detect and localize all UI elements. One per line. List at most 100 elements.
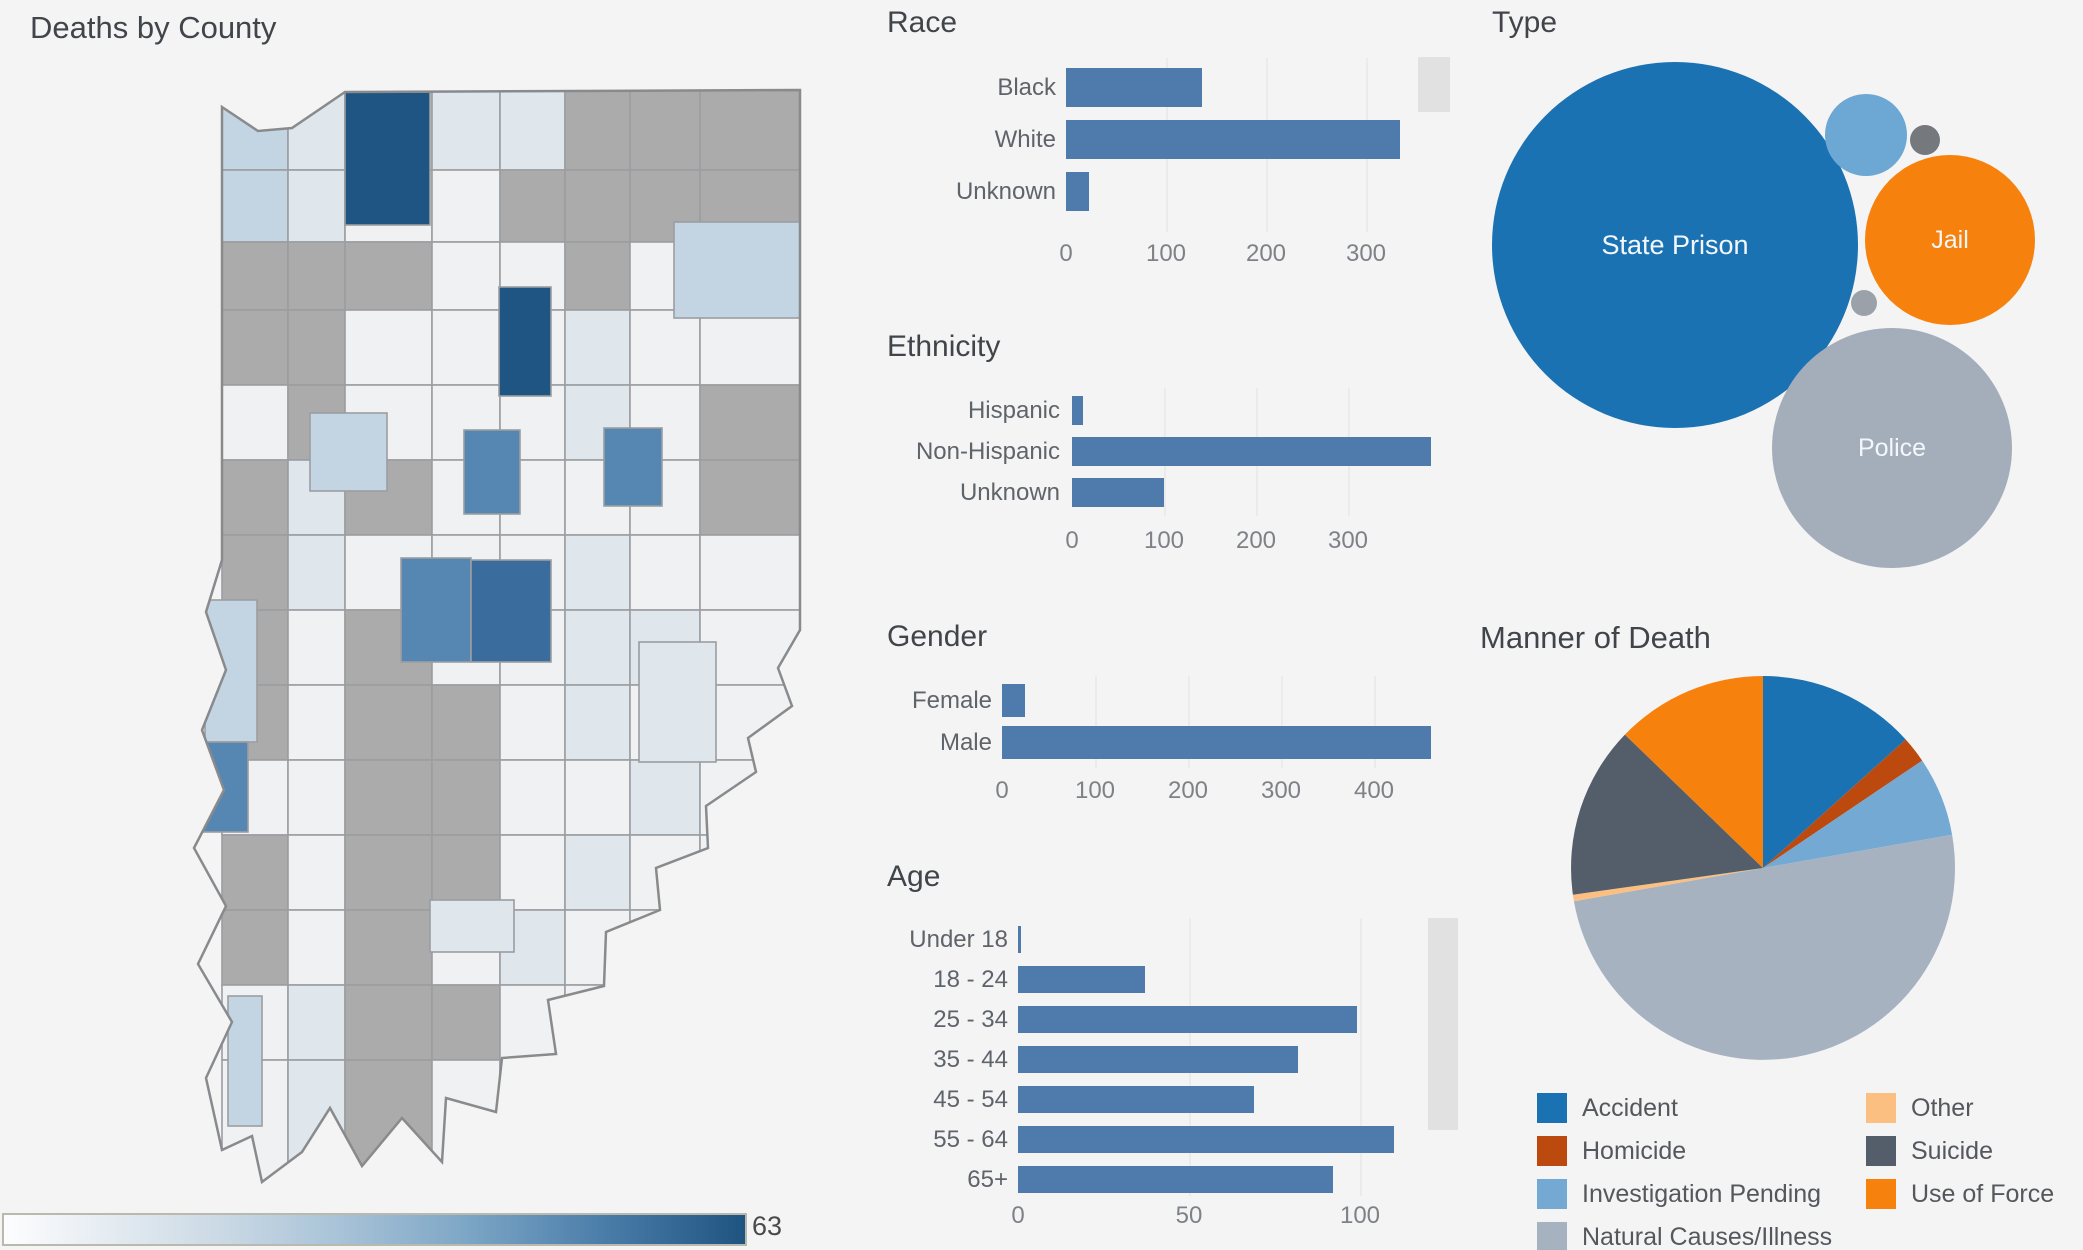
race-bar-unknown[interactable] — [1066, 172, 1089, 211]
race-bar-white[interactable] — [1066, 120, 1400, 159]
pie-slice-homicide[interactable] — [1763, 739, 1923, 869]
type-bubble[interactable] — [1825, 94, 1907, 176]
county-cell[interactable] — [564, 90, 631, 171]
county-cell[interactable] — [344, 684, 433, 761]
county-cell[interactable] — [221, 909, 289, 986]
county-cell[interactable] — [603, 427, 663, 507]
age-bar-55-64[interactable] — [1018, 1126, 1394, 1153]
county-cell[interactable] — [431, 90, 501, 171]
county-cell[interactable] — [344, 309, 433, 386]
county-cell[interactable] — [564, 759, 631, 836]
county-cell[interactable] — [673, 221, 800, 319]
county-cell[interactable] — [344, 834, 433, 911]
county-cell[interactable] — [564, 309, 631, 386]
county-cell[interactable] — [629, 909, 701, 986]
type-bubble-jail[interactable]: Jail — [1865, 155, 2035, 325]
county-cell[interactable] — [629, 534, 701, 611]
county-cell[interactable] — [499, 759, 566, 836]
age-bar-25-34[interactable] — [1018, 1006, 1357, 1033]
legend-item-other[interactable]: Other — [1866, 1093, 1974, 1123]
county-cell[interactable] — [400, 557, 472, 663]
county-cell[interactable] — [221, 534, 289, 611]
county-cell[interactable] — [344, 759, 433, 836]
county-cell[interactable] — [287, 241, 346, 311]
county-cell[interactable] — [629, 834, 701, 911]
county-cell[interactable] — [429, 899, 515, 953]
age-bar-65-[interactable] — [1018, 1166, 1333, 1193]
race-scrollbar[interactable] — [1418, 57, 1450, 112]
county-cell[interactable] — [564, 834, 631, 911]
county-cell[interactable] — [431, 684, 501, 761]
county-cell[interactable] — [499, 834, 566, 911]
race-bar-black[interactable] — [1066, 68, 1202, 107]
county-cell[interactable] — [499, 169, 566, 243]
county-cell[interactable] — [498, 286, 552, 397]
county-cell[interactable] — [287, 984, 346, 1061]
pie-slice-suicide[interactable] — [1571, 734, 1763, 895]
age-bar-35-44[interactable] — [1018, 1046, 1298, 1073]
age-bar-45-54[interactable] — [1018, 1086, 1254, 1113]
county-cell[interactable] — [344, 909, 433, 986]
county-cell[interactable] — [699, 834, 800, 911]
age-bar-18-24[interactable] — [1018, 966, 1145, 993]
county-cell[interactable] — [431, 984, 501, 1061]
county-cell[interactable] — [287, 909, 346, 986]
type-bubble-police[interactable]: Police — [1772, 328, 2012, 568]
county-cell[interactable] — [431, 241, 501, 311]
type-bubble-state-prison[interactable]: State Prison — [1492, 62, 1858, 428]
county-cell[interactable] — [629, 90, 701, 171]
ethnicity-bar-non-hispanic[interactable] — [1072, 437, 1431, 466]
gender-bar-male[interactable] — [1002, 726, 1431, 759]
county-cell[interactable] — [629, 984, 701, 1061]
pie-slice-use-of-force[interactable] — [1624, 676, 1763, 868]
county-cell[interactable] — [699, 459, 800, 536]
map-color-legend[interactable] — [2, 1213, 747, 1246]
county-cell[interactable] — [221, 309, 289, 386]
ethnicity-bar-unknown[interactable] — [1072, 478, 1164, 507]
county-cell[interactable] — [564, 984, 631, 1061]
county-cell[interactable] — [287, 609, 346, 686]
county-cell[interactable] — [287, 834, 346, 911]
county-cell[interactable] — [564, 534, 631, 611]
county-cell[interactable] — [309, 412, 388, 492]
county-cell[interactable] — [431, 759, 501, 836]
county-cell[interactable] — [287, 534, 346, 611]
county-cell[interactable] — [287, 684, 346, 761]
county-cell[interactable] — [287, 309, 346, 386]
county-cell[interactable] — [221, 241, 289, 311]
county-cell[interactable] — [699, 759, 800, 836]
county-cell[interactable] — [564, 241, 631, 311]
county-cell[interactable] — [287, 169, 346, 243]
county-cell[interactable] — [629, 1059, 701, 1188]
pie-slice-investigation-pending[interactable] — [1763, 760, 1953, 868]
county-cell[interactable] — [287, 90, 346, 171]
county-cell[interactable] — [431, 1059, 501, 1188]
county-cell[interactable] — [431, 834, 501, 911]
county-cell[interactable] — [629, 759, 701, 836]
county-cell[interactable] — [227, 995, 263, 1127]
county-cell[interactable] — [431, 169, 501, 243]
county-cell[interactable] — [499, 90, 566, 171]
county-cell[interactable] — [221, 834, 289, 911]
county-cell[interactable] — [344, 91, 431, 226]
age-scrollbar[interactable] — [1428, 918, 1458, 1130]
county-cell[interactable] — [564, 169, 631, 243]
ethnicity-bar-hispanic[interactable] — [1072, 396, 1083, 425]
county-cell[interactable] — [344, 241, 433, 311]
county-cell[interactable] — [221, 169, 289, 243]
type-bubble[interactable] — [1910, 125, 1940, 155]
county-cell[interactable] — [499, 1059, 566, 1188]
county-cell[interactable] — [221, 384, 289, 461]
pie-slice-natural-causes-illness[interactable] — [1573, 834, 1955, 1060]
county-cell[interactable] — [638, 641, 717, 763]
type-bubble[interactable] — [1851, 290, 1877, 316]
legend-item-investigation-pending[interactable]: Investigation Pending — [1537, 1179, 1821, 1209]
county-cell[interactable] — [344, 984, 433, 1061]
legend-item-use-of-force[interactable]: Use of Force — [1866, 1179, 2054, 1209]
county-cell[interactable] — [221, 459, 289, 536]
county-cell[interactable] — [564, 609, 631, 686]
pie-slice-accident[interactable] — [1763, 676, 1906, 868]
legend-item-natural-causes-illness[interactable]: Natural Causes/Illness — [1537, 1222, 1832, 1250]
county-cell[interactable] — [204, 599, 258, 743]
gender-bar-female[interactable] — [1002, 684, 1025, 717]
